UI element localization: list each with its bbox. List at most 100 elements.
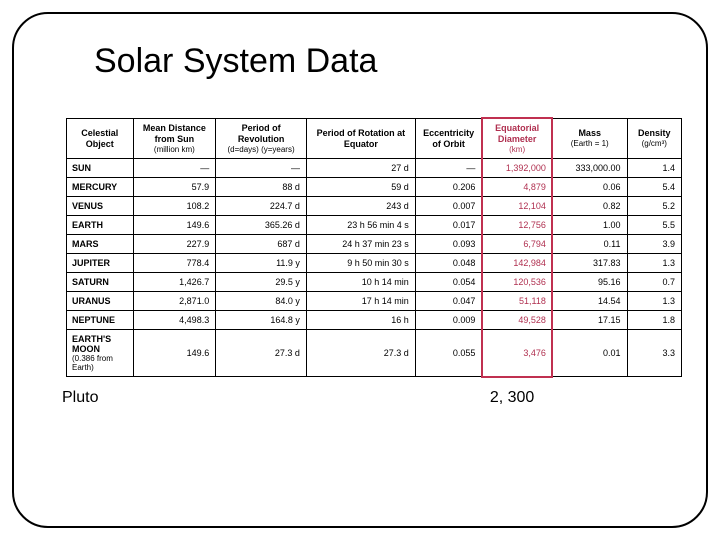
cell-diameter: 6,794 bbox=[482, 235, 553, 254]
cell-mass: 1.00 bbox=[552, 216, 627, 235]
column-header: Equatorial Diameter(km) bbox=[482, 119, 553, 159]
cell-diameter: 142,984 bbox=[482, 254, 553, 273]
page-title: Solar System Data bbox=[94, 42, 377, 81]
cell-density: 1.3 bbox=[627, 254, 682, 273]
cell-density: 5.2 bbox=[627, 197, 682, 216]
column-header: Mass(Earth = 1) bbox=[552, 119, 627, 159]
cell-eccentricity: 0.054 bbox=[415, 273, 482, 292]
table-head: Celestial ObjectMean Distance from Sun(m… bbox=[67, 119, 682, 159]
cell-distance: 4,498.3 bbox=[133, 311, 216, 330]
cell-object-name: MERCURY bbox=[67, 178, 134, 197]
cell-revolution: 27.3 d bbox=[216, 330, 307, 377]
cell-eccentricity: 0.206 bbox=[415, 178, 482, 197]
cell-object-name: NEPTUNE bbox=[67, 311, 134, 330]
cell-revolution: 164.8 y bbox=[216, 311, 307, 330]
cell-mass: 0.82 bbox=[552, 197, 627, 216]
cell-object-name: EARTH bbox=[67, 216, 134, 235]
table-row: MARS227.9687 d24 h 37 min 23 s0.0936,794… bbox=[67, 235, 682, 254]
cell-object-name: EARTH'S MOON(0.386 from Earth) bbox=[67, 330, 134, 377]
column-header: Celestial Object bbox=[67, 119, 134, 159]
table-row: VENUS108.2224.7 d243 d0.00712,1040.825.2 bbox=[67, 197, 682, 216]
cell-mass: 95.16 bbox=[552, 273, 627, 292]
cell-rotation: 9 h 50 min 30 s bbox=[306, 254, 415, 273]
cell-density: 0.7 bbox=[627, 273, 682, 292]
table-row: SATURN1,426.729.5 y10 h 14 min0.054120,5… bbox=[67, 273, 682, 292]
cell-revolution: — bbox=[216, 159, 307, 178]
cell-distance: 2,871.0 bbox=[133, 292, 216, 311]
cell-rotation: 59 d bbox=[306, 178, 415, 197]
cell-object-name: SUN bbox=[67, 159, 134, 178]
cell-diameter: 4,879 bbox=[482, 178, 553, 197]
cell-rotation: 27.3 d bbox=[306, 330, 415, 377]
cell-mass: 0.11 bbox=[552, 235, 627, 254]
cell-rotation: 17 h 14 min bbox=[306, 292, 415, 311]
cell-diameter: 51,118 bbox=[482, 292, 553, 311]
cell-object-name: URANUS bbox=[67, 292, 134, 311]
cell-rotation: 16 h bbox=[306, 311, 415, 330]
cell-distance: 57.9 bbox=[133, 178, 216, 197]
cell-eccentricity: 0.017 bbox=[415, 216, 482, 235]
cell-density: 5.4 bbox=[627, 178, 682, 197]
table-body: SUN——27 d—1,392,000333,000.001.4MERCURY5… bbox=[67, 159, 682, 377]
cell-distance: 149.6 bbox=[133, 216, 216, 235]
cell-rotation: 23 h 56 min 4 s bbox=[306, 216, 415, 235]
cell-revolution: 29.5 y bbox=[216, 273, 307, 292]
cell-distance: — bbox=[133, 159, 216, 178]
cell-rotation: 10 h 14 min bbox=[306, 273, 415, 292]
cell-eccentricity: — bbox=[415, 159, 482, 178]
cell-revolution: 84.0 y bbox=[216, 292, 307, 311]
cell-object-name: SATURN bbox=[67, 273, 134, 292]
table-row: EARTH'S MOON(0.386 from Earth)149.627.3 … bbox=[67, 330, 682, 377]
cell-eccentricity: 0.047 bbox=[415, 292, 482, 311]
cell-eccentricity: 0.055 bbox=[415, 330, 482, 377]
solar-table-wrap: Celestial ObjectMean Distance from Sun(m… bbox=[66, 118, 682, 377]
cell-mass: 17.15 bbox=[552, 311, 627, 330]
cell-rotation: 243 d bbox=[306, 197, 415, 216]
cell-density: 3.9 bbox=[627, 235, 682, 254]
cell-eccentricity: 0.007 bbox=[415, 197, 482, 216]
cell-revolution: 687 d bbox=[216, 235, 307, 254]
cell-mass: 0.06 bbox=[552, 178, 627, 197]
cell-rotation: 24 h 37 min 23 s bbox=[306, 235, 415, 254]
column-header: Density(g/cm³) bbox=[627, 119, 682, 159]
footer-pluto-value: 2, 300 bbox=[490, 389, 534, 407]
cell-diameter: 1,392,000 bbox=[482, 159, 553, 178]
table-row: SUN——27 d—1,392,000333,000.001.4 bbox=[67, 159, 682, 178]
cell-density: 1.8 bbox=[627, 311, 682, 330]
cell-object-name: JUPITER bbox=[67, 254, 134, 273]
cell-mass: 0.01 bbox=[552, 330, 627, 377]
table-row: URANUS2,871.084.0 y17 h 14 min0.04751,11… bbox=[67, 292, 682, 311]
cell-density: 1.4 bbox=[627, 159, 682, 178]
table-row: JUPITER778.411.9 y9 h 50 min 30 s0.04814… bbox=[67, 254, 682, 273]
cell-distance: 227.9 bbox=[133, 235, 216, 254]
cell-mass: 14.54 bbox=[552, 292, 627, 311]
cell-eccentricity: 0.093 bbox=[415, 235, 482, 254]
cell-density: 1.3 bbox=[627, 292, 682, 311]
column-header: Period of Rotation at Equator bbox=[306, 119, 415, 159]
cell-distance: 1,426.7 bbox=[133, 273, 216, 292]
solar-table: Celestial ObjectMean Distance from Sun(m… bbox=[66, 118, 682, 377]
footer-pluto-label: Pluto bbox=[62, 389, 98, 407]
cell-revolution: 224.7 d bbox=[216, 197, 307, 216]
cell-density: 3.3 bbox=[627, 330, 682, 377]
cell-density: 5.5 bbox=[627, 216, 682, 235]
table-row: EARTH149.6365.26 d23 h 56 min 4 s0.01712… bbox=[67, 216, 682, 235]
cell-diameter: 120,536 bbox=[482, 273, 553, 292]
cell-rotation: 27 d bbox=[306, 159, 415, 178]
cell-object-name: MARS bbox=[67, 235, 134, 254]
cell-revolution: 88 d bbox=[216, 178, 307, 197]
cell-revolution: 365.26 d bbox=[216, 216, 307, 235]
cell-mass: 333,000.00 bbox=[552, 159, 627, 178]
cell-diameter: 12,756 bbox=[482, 216, 553, 235]
slide-frame: Solar System Data Celestial ObjectMean D… bbox=[12, 12, 708, 528]
cell-mass: 317.83 bbox=[552, 254, 627, 273]
cell-distance: 149.6 bbox=[133, 330, 216, 377]
column-header: Eccentricity of Orbit bbox=[415, 119, 482, 159]
table-row: MERCURY57.988 d59 d0.2064,8790.065.4 bbox=[67, 178, 682, 197]
column-header: Period of Revolution(d=days) (y=years) bbox=[216, 119, 307, 159]
cell-eccentricity: 0.009 bbox=[415, 311, 482, 330]
cell-distance: 778.4 bbox=[133, 254, 216, 273]
cell-diameter: 49,528 bbox=[482, 311, 553, 330]
cell-distance: 108.2 bbox=[133, 197, 216, 216]
column-header: Mean Distance from Sun(million km) bbox=[133, 119, 216, 159]
